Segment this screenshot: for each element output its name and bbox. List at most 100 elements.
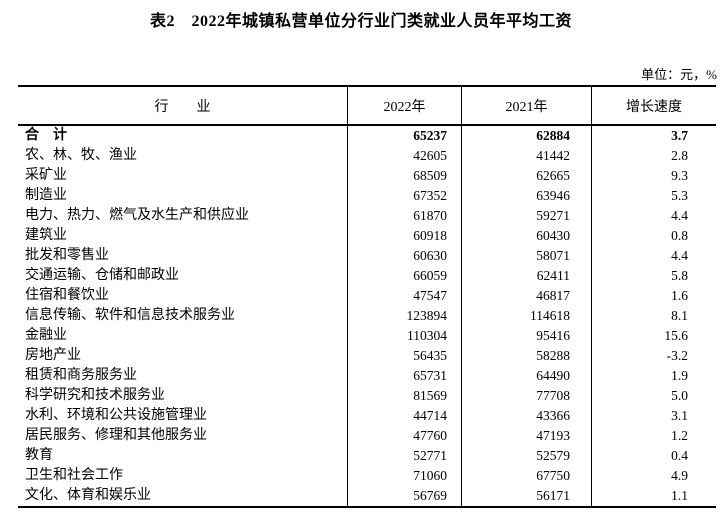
growth-rate-cell: 5.0 (591, 386, 716, 406)
industry-cell: 合 计 (25, 128, 67, 143)
page-title: 表2 2022年城镇私营单位分行业门类就业人员年平均工资 (149, 13, 572, 30)
growth-rate-cell: 15.6 (591, 326, 716, 346)
growth-rate-cell: 5.3 (591, 186, 716, 206)
value-2021-cell: 52579 (461, 446, 591, 466)
growth-rate-cell: 1.1 (591, 486, 716, 506)
value-2022-cell: 65731 (347, 366, 461, 386)
value-2021-cell: 62411 (461, 266, 591, 286)
value-2021-cell: 58288 (461, 346, 591, 366)
value-2022-cell: 44714 (347, 406, 461, 426)
col-header-2021: 2021年 (461, 87, 591, 124)
value-2021-cell: 114618 (461, 306, 591, 326)
table-row: 住宿和餐饮业 47547 46817 1.6 (18, 286, 716, 306)
value-2021-cell: 62884 (461, 126, 591, 146)
value-2021-cell: 58071 (461, 246, 591, 266)
industry-cell: 电力、热力、燃气及水生产和供应业 (25, 208, 249, 223)
table-header-row: 行 业 2022年 2021年 增长速度 (18, 87, 716, 126)
growth-rate-cell: 1.9 (591, 366, 716, 386)
growth-rate-cell: 1.6 (591, 286, 716, 306)
growth-rate-cell: 1.2 (591, 426, 716, 446)
table-row: 教育 52771 52579 0.4 (18, 446, 716, 466)
industry-cell: 租赁和商务服务业 (25, 368, 137, 383)
value-2022-cell: 71060 (347, 466, 461, 486)
growth-rate-cell: 9.3 (591, 166, 716, 186)
growth-rate-cell: 8.1 (591, 306, 716, 326)
industry-cell: 信息传输、软件和信息技术服务业 (25, 308, 235, 323)
value-2021-cell: 56171 (461, 486, 591, 506)
value-2022-cell: 68509 (347, 166, 461, 186)
value-2022-cell: 42605 (347, 146, 461, 166)
table-row: 农、林、牧、渔业 42605 41442 2.8 (18, 146, 716, 166)
value-2021-cell: 63946 (461, 186, 591, 206)
industry-cell: 住宿和餐饮业 (25, 288, 109, 303)
industry-cell: 批发和零售业 (25, 248, 109, 263)
growth-rate-cell: 0.4 (591, 446, 716, 466)
value-2022-cell: 123894 (347, 306, 461, 326)
table-row: 科学研究和技术服务业 81569 77708 5.0 (18, 386, 716, 406)
value-2022-cell: 56435 (347, 346, 461, 366)
col-header-industry: 行 业 (154, 99, 211, 115)
table-row: 采矿业 68509 62665 9.3 (18, 166, 716, 186)
industry-cell: 建筑业 (25, 228, 67, 243)
value-2022-cell: 65237 (347, 126, 461, 146)
growth-rate-cell: -3.2 (591, 346, 716, 366)
value-2022-cell: 47760 (347, 426, 461, 446)
value-2021-cell: 47193 (461, 426, 591, 446)
growth-rate-cell: 4.4 (591, 206, 716, 226)
value-2021-cell: 46817 (461, 286, 591, 306)
growth-rate-cell: 3.7 (591, 126, 716, 146)
industry-cell: 居民服务、修理和其他服务业 (25, 428, 207, 443)
table-row: 金融业 110304 95416 15.6 (18, 326, 716, 346)
value-2022-cell: 60918 (347, 226, 461, 246)
industry-cell: 文化、体育和娱乐业 (25, 488, 151, 503)
industry-cell: 制造业 (25, 188, 67, 203)
value-2022-cell: 60630 (347, 246, 461, 266)
value-2021-cell: 43366 (461, 406, 591, 426)
value-2021-cell: 60430 (461, 226, 591, 246)
table-row: 租赁和商务服务业 65731 64490 1.9 (18, 366, 716, 386)
industry-cell: 卫生和社会工作 (25, 468, 123, 483)
growth-rate-cell: 0.8 (591, 226, 716, 246)
industry-cell: 科学研究和技术服务业 (25, 388, 165, 403)
value-2021-cell: 95416 (461, 326, 591, 346)
table-row: 合 计 65237 62884 3.7 (18, 126, 716, 146)
table-row: 制造业 67352 63946 5.3 (18, 186, 716, 206)
wage-table: 行 业 2022年 2021年 增长速度 合 计 65237 62884 3.7… (18, 85, 716, 508)
table-row: 水利、环境和公共设施管理业 44714 43366 3.1 (18, 406, 716, 426)
value-2022-cell: 81569 (347, 386, 461, 406)
industry-cell: 农、林、牧、渔业 (25, 148, 137, 163)
table-row: 交通运输、仓储和邮政业 66059 62411 5.8 (18, 266, 716, 286)
growth-rate-cell: 3.1 (591, 406, 716, 426)
table-row: 电力、热力、燃气及水生产和供应业 61870 59271 4.4 (18, 206, 716, 226)
value-2022-cell: 66059 (347, 266, 461, 286)
value-2021-cell: 64490 (461, 366, 591, 386)
value-2021-cell: 67750 (461, 466, 591, 486)
growth-rate-cell: 4.4 (591, 246, 716, 266)
table-body: 合 计 65237 62884 3.7 农、林、牧、渔业 42605 41442… (18, 126, 716, 506)
industry-cell: 水利、环境和公共设施管理业 (25, 408, 207, 423)
value-2022-cell: 61870 (347, 206, 461, 226)
table-row: 卫生和社会工作 71060 67750 4.9 (18, 466, 716, 486)
industry-cell: 金融业 (25, 328, 67, 343)
value-2021-cell: 59271 (461, 206, 591, 226)
value-2022-cell: 47547 (347, 286, 461, 306)
growth-rate-cell: 4.9 (591, 466, 716, 486)
table-row: 文化、体育和娱乐业 56769 56171 1.1 (18, 486, 716, 506)
value-2021-cell: 41442 (461, 146, 591, 166)
growth-rate-cell: 5.8 (591, 266, 716, 286)
growth-rate-cell: 2.8 (591, 146, 716, 166)
unit-label: 单位：元，% (641, 67, 717, 82)
industry-cell: 房地产业 (25, 348, 81, 363)
table-row: 居民服务、修理和其他服务业 47760 47193 1.2 (18, 426, 716, 446)
value-2021-cell: 77708 (461, 386, 591, 406)
table-row: 建筑业 60918 60430 0.8 (18, 226, 716, 246)
value-2022-cell: 110304 (347, 326, 461, 346)
value-2022-cell: 52771 (347, 446, 461, 466)
col-header-growth-rate: 增长速度 (591, 87, 716, 124)
industry-cell: 教育 (25, 448, 53, 463)
table-row: 信息传输、软件和信息技术服务业 123894 114618 8.1 (18, 306, 716, 326)
value-2022-cell: 56769 (347, 486, 461, 506)
table-row: 批发和零售业 60630 58071 4.4 (18, 246, 716, 266)
value-2022-cell: 67352 (347, 186, 461, 206)
table-row: 房地产业 56435 58288 -3.2 (18, 346, 716, 366)
